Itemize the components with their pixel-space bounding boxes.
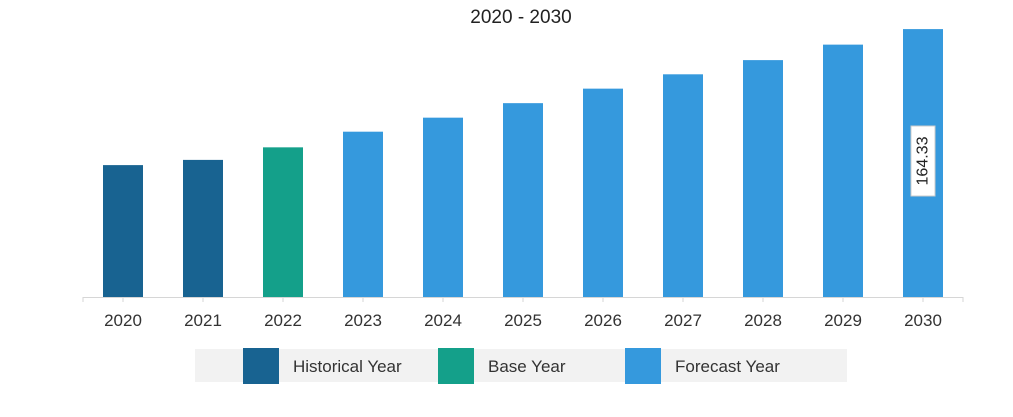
x-tick-label-2027: 2027 — [664, 311, 702, 330]
legend: Historical Year Base Year Forecast Year — [195, 348, 847, 384]
x-tick-label-2025: 2025 — [504, 311, 542, 330]
x-axis-tick-labels: 2020 2021 2022 2023 2024 2025 2026 2027 2028 2029… — [104, 311, 942, 330]
x-tick-label-2028: 2028 — [744, 311, 782, 330]
legend-label-historical: Historical Year — [293, 357, 402, 376]
bar-2020 — [103, 165, 143, 297]
bar-2023 — [343, 131, 383, 297]
x-tick-label-2026: 2026 — [584, 311, 622, 330]
bars — [103, 29, 943, 298]
bar-2026 — [583, 88, 623, 297]
legend-swatch-base — [438, 348, 474, 384]
x-tick-label-2030: 2030 — [904, 311, 942, 330]
bar-2024 — [423, 117, 463, 298]
x-tick-label-2022: 2022 — [264, 311, 302, 330]
data-label-box — [910, 125, 936, 197]
bar-2022 — [263, 147, 303, 297]
legend-label-forecast: Forecast Year — [675, 357, 780, 376]
legend-label-base: Base Year — [488, 357, 566, 376]
x-tick-label-2023: 2023 — [344, 311, 382, 330]
bar-2021 — [183, 159, 223, 297]
bar-2025 — [503, 103, 543, 297]
x-tick-label-2024: 2024 — [424, 311, 462, 330]
data-labels: 164.33 — [910, 125, 936, 197]
legend-swatch-forecast — [625, 348, 661, 384]
x-axis-ticks — [82, 297, 964, 302]
x-tick-label-2020: 2020 — [104, 311, 142, 330]
legend-swatch-historical — [243, 348, 279, 384]
bar-2028 — [743, 60, 783, 297]
bar-2029 — [823, 44, 863, 297]
data-label: 164.33 — [915, 136, 932, 185]
x-tick-label-2029: 2029 — [824, 311, 862, 330]
chart-title: 2020 - 2030 — [470, 7, 571, 28]
bar-2027 — [663, 74, 703, 298]
legend-background — [195, 349, 847, 382]
x-tick-label-2021: 2021 — [184, 311, 222, 330]
